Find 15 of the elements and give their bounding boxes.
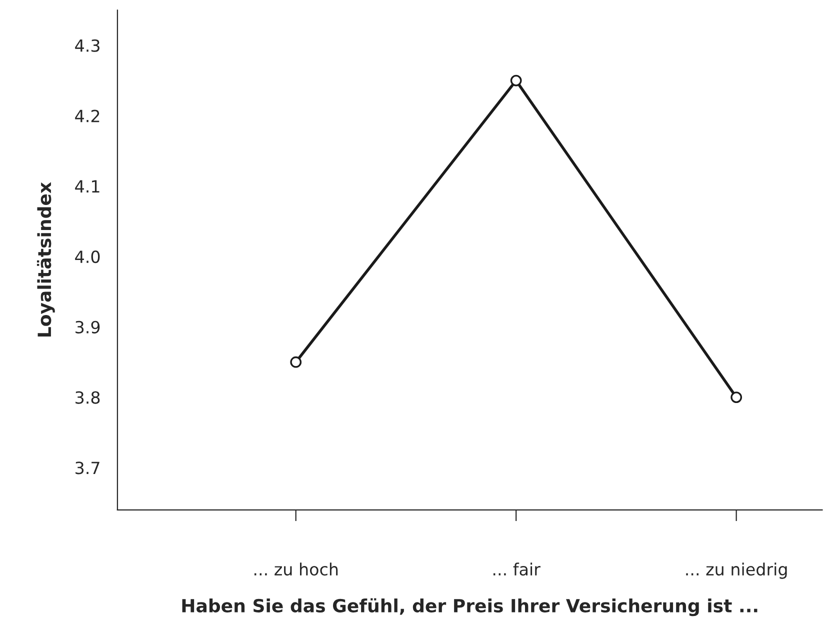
y-tick-label: 4.0 [75,250,100,264]
y-tick-label: 4.3 [75,39,100,52]
point [510,74,522,86]
point [290,356,302,368]
y-tick-label: 3.7 [76,462,100,474]
x-tick-label: ... zu hoch [254,562,338,576]
x-tick-label: ... zu niedrig [686,562,787,579]
x-tick-label: ... fair [493,562,540,576]
y-tick-label: 3.8 [76,391,100,404]
y-tick-label: 4.2 [75,110,100,122]
x-axis-title: Haben Sie das Gefühl, der Preis Ihrer Versicherung ist ... [182,598,758,616]
point [730,392,742,403]
y-axis-title: Loyalitätsindex [36,182,55,337]
y-tick-label: 4.1 [75,180,100,192]
y-tick-label: 3.9 [76,320,100,334]
